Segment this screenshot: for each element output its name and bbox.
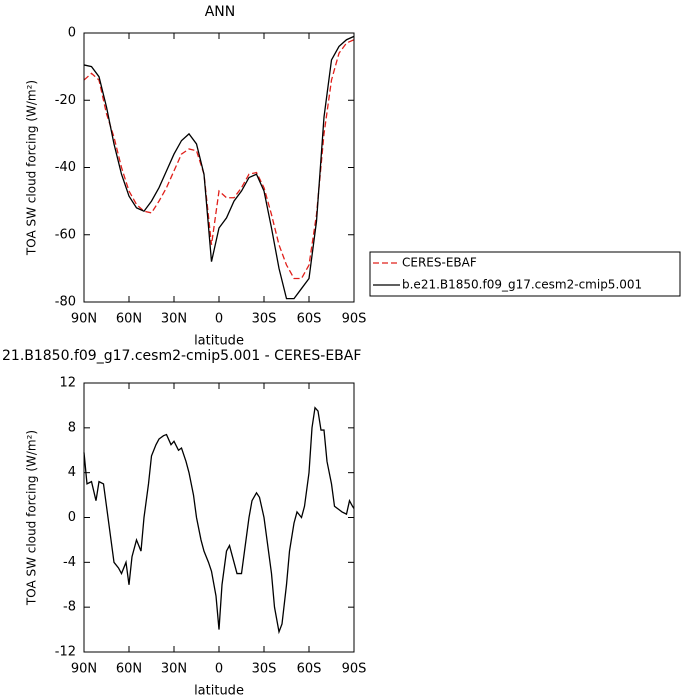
legend-label: CERES-EBAF xyxy=(402,256,477,270)
x-tick-label: 60N xyxy=(116,312,142,327)
x-tick-label: 0 xyxy=(215,662,223,677)
x-axis-label: latitude xyxy=(194,334,244,349)
y-tick-label: 4 xyxy=(68,465,76,480)
x-tick-label: 60S xyxy=(297,312,322,327)
y-tick-label: -4 xyxy=(63,555,76,570)
x-tick-label: 30S xyxy=(252,312,277,327)
chart-title: ANN xyxy=(205,4,236,20)
y-tick-label: -12 xyxy=(55,645,76,660)
legend-box xyxy=(369,251,681,297)
x-tick-label: 60S xyxy=(297,662,322,677)
x-tick-label: 90N xyxy=(71,662,97,677)
x-tick-label: 90S xyxy=(342,662,367,677)
x-tick-label: 30S xyxy=(252,662,277,677)
x-tick-label: 30N xyxy=(161,312,187,327)
y-tick-label: 0 xyxy=(68,26,76,41)
y-tick-label: -80 xyxy=(55,295,76,310)
legend-label: b.e21.B1850.f09_g17.cesm2-cmip5.001 xyxy=(402,278,642,292)
data-line xyxy=(83,406,355,635)
y-tick-label: -20 xyxy=(55,93,76,108)
x-tick-label: 60N xyxy=(116,662,142,677)
plot-frame xyxy=(83,32,355,303)
x-tick-label: 0 xyxy=(215,312,223,327)
x-tick-label: 90N xyxy=(71,312,97,327)
y-tick-label: 12 xyxy=(59,376,76,391)
data-line xyxy=(83,39,355,280)
y-tick-label: -40 xyxy=(55,160,76,175)
y-tick-label: -8 xyxy=(63,600,76,615)
legend: CERES-EBAF b.e21.B1850.f09_g17.cesm2-cmip… xyxy=(369,251,681,297)
chart-title: 21.B1850.f09_g17.cesm2-cmip5.001 - CERES… xyxy=(2,348,361,364)
data-line xyxy=(83,35,355,300)
y-tick-label: -60 xyxy=(55,227,76,242)
y-tick-label: 8 xyxy=(68,420,76,435)
y-axis-label: TOA SW cloud forcing (W/m²) xyxy=(25,80,39,256)
x-axis-label: latitude xyxy=(194,684,244,699)
y-axis-label: TOA SW cloud forcing (W/m²) xyxy=(25,430,39,606)
x-tick-label: 90S xyxy=(342,312,367,327)
plot-frame xyxy=(83,382,355,653)
x-tick-label: 30N xyxy=(161,662,187,677)
y-tick-label: 0 xyxy=(68,510,76,525)
